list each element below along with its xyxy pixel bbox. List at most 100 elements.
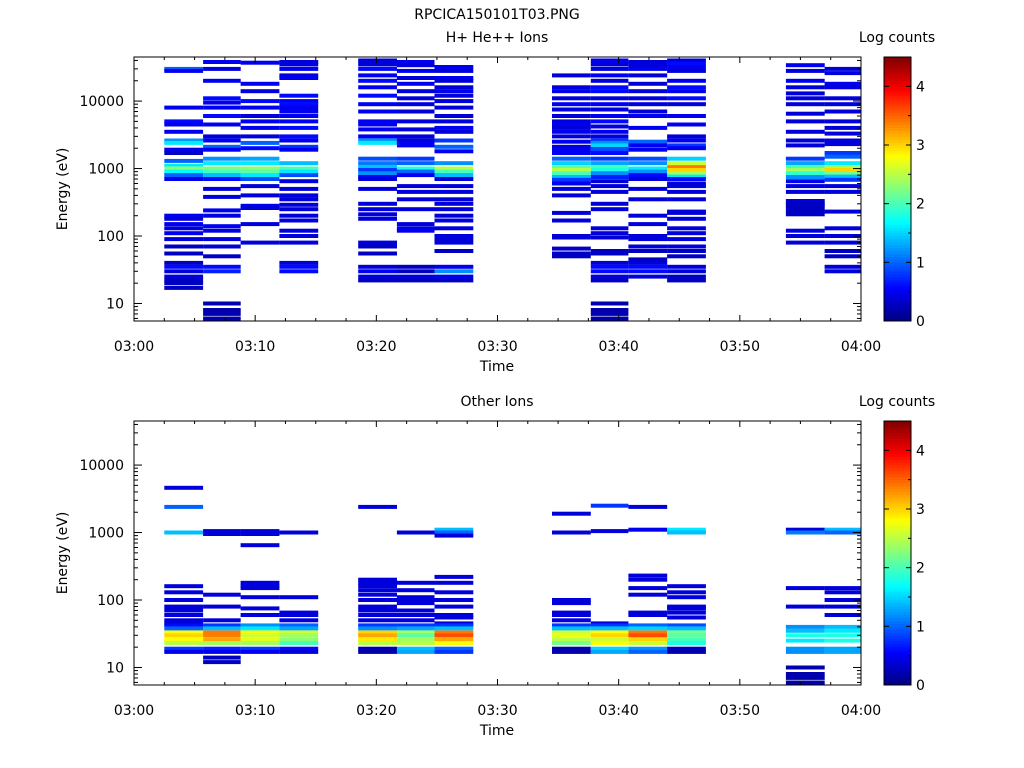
spectrogram-cell [628, 102, 668, 107]
spectrogram-cell [358, 171, 397, 176]
spectrogram-cell [203, 114, 241, 118]
spectrogram-cell [590, 143, 629, 148]
spectrogram-cell [240, 114, 280, 118]
colorbar-segment [884, 106, 911, 111]
spectrogram-cell [358, 274, 397, 279]
spectrogram-cell [552, 102, 591, 107]
spectrogram-cell [667, 274, 706, 279]
x-axis-label: Time [479, 723, 514, 739]
spectrogram-cell [824, 269, 861, 274]
spectrogram-cell [628, 109, 668, 114]
spectrogram-cell [628, 257, 668, 262]
spectrogram-cell [667, 649, 706, 654]
spectrogram-cell [785, 129, 825, 134]
spectrogram-cell [552, 114, 591, 118]
colorbar-segment [884, 538, 911, 542]
spectrogram-cell [785, 175, 825, 179]
spectrogram-cell [552, 85, 591, 90]
spectrogram-cell [396, 119, 435, 124]
spectrogram-cell [434, 161, 474, 166]
colorbar-segment [884, 544, 911, 548]
colorbar-segment [884, 435, 911, 440]
spectrogram-cell [164, 151, 204, 155]
spectrogram-cell [164, 138, 204, 143]
spectrogram-cell [552, 235, 591, 240]
colorbar-segment [884, 570, 911, 575]
x-tick-label: 03:30 [477, 339, 517, 355]
spectrogram-cell [785, 179, 825, 184]
spectrogram-cell [552, 139, 591, 144]
colorbar-segment [884, 165, 911, 169]
colorbar-segment [884, 118, 911, 123]
spectrogram-cell [240, 166, 280, 171]
spectrogram-cell [785, 138, 825, 143]
colorbar-segment [884, 159, 911, 164]
spectrogram-cell [203, 213, 241, 218]
spectrogram-cell [552, 89, 591, 94]
plot-frame [133, 56, 862, 322]
spectrogram-cell [164, 244, 204, 249]
spectrogram-cell [358, 646, 397, 651]
spectrogram-cell [396, 633, 435, 638]
spectrogram-cell [240, 173, 280, 178]
spectrogram-cell [434, 598, 474, 602]
spectrogram-cell [396, 595, 435, 600]
spectrogram-cell [824, 240, 861, 245]
spectrogram-cell [279, 197, 319, 202]
spectrogram-cell [240, 240, 280, 245]
spectrogram-cell [552, 73, 591, 78]
colorbar-segment [884, 103, 911, 108]
spectrogram-cell [628, 156, 668, 161]
spectrogram-cell [667, 161, 706, 166]
spectrogram-cell [279, 202, 319, 207]
colorbar-segment [884, 279, 911, 284]
spectrogram-cell [240, 623, 280, 628]
colorbar-segment [884, 485, 911, 489]
spectrogram-cell [824, 161, 861, 166]
spectrogram-cell [590, 119, 629, 124]
colorbar-segment [884, 497, 911, 501]
colorbar-segment [884, 147, 911, 152]
spectrogram-cell [667, 646, 706, 651]
spectrogram-cell [628, 173, 668, 178]
spectrogram-cell [358, 207, 397, 212]
spectrogram-cell [667, 85, 706, 90]
spectrogram-cell [667, 231, 706, 236]
colorbar-segment [884, 186, 911, 190]
spectrogram-cell [358, 278, 397, 283]
colorbar-segment [884, 156, 911, 161]
spectrogram-cell [434, 144, 474, 149]
spectrogram-cell [552, 251, 591, 256]
spectrogram-cell [628, 610, 668, 615]
colorbar-segment [884, 130, 911, 134]
spectrogram-cell [203, 144, 241, 149]
spectrogram-cell [240, 529, 280, 534]
spectrogram-cell [396, 222, 435, 227]
colorbar-tick-label: 1 [916, 619, 925, 635]
spectrogram-cell [590, 251, 629, 256]
spectrogram-cell [434, 201, 474, 206]
spectrogram-cell [667, 226, 706, 231]
spectrogram-cell [552, 649, 591, 654]
spectrogram-cell [434, 125, 474, 130]
colorbar-segment [884, 83, 911, 87]
spectrogram-cell [434, 615, 474, 620]
colorbar-segment [884, 447, 911, 451]
spectrogram-cell [358, 140, 397, 145]
spectrogram-cell [358, 604, 397, 609]
spectrogram-cell [785, 207, 825, 212]
spectrogram-cell [434, 249, 474, 253]
colorbar-segment [884, 682, 911, 686]
colorbar-tick-label: 2 [916, 561, 925, 577]
spectrogram-cell [590, 62, 629, 67]
spectrogram-cell [396, 156, 435, 161]
spectrogram-cell [628, 143, 668, 148]
spectrogram-cell [552, 122, 591, 127]
spectrogram-cell [203, 78, 241, 83]
spectrogram-cell [358, 122, 397, 127]
spectrogram-cell [358, 138, 397, 143]
spectrogram-cell [203, 630, 241, 635]
spectrogram-cell [203, 633, 241, 638]
colorbar-segment [884, 297, 911, 301]
